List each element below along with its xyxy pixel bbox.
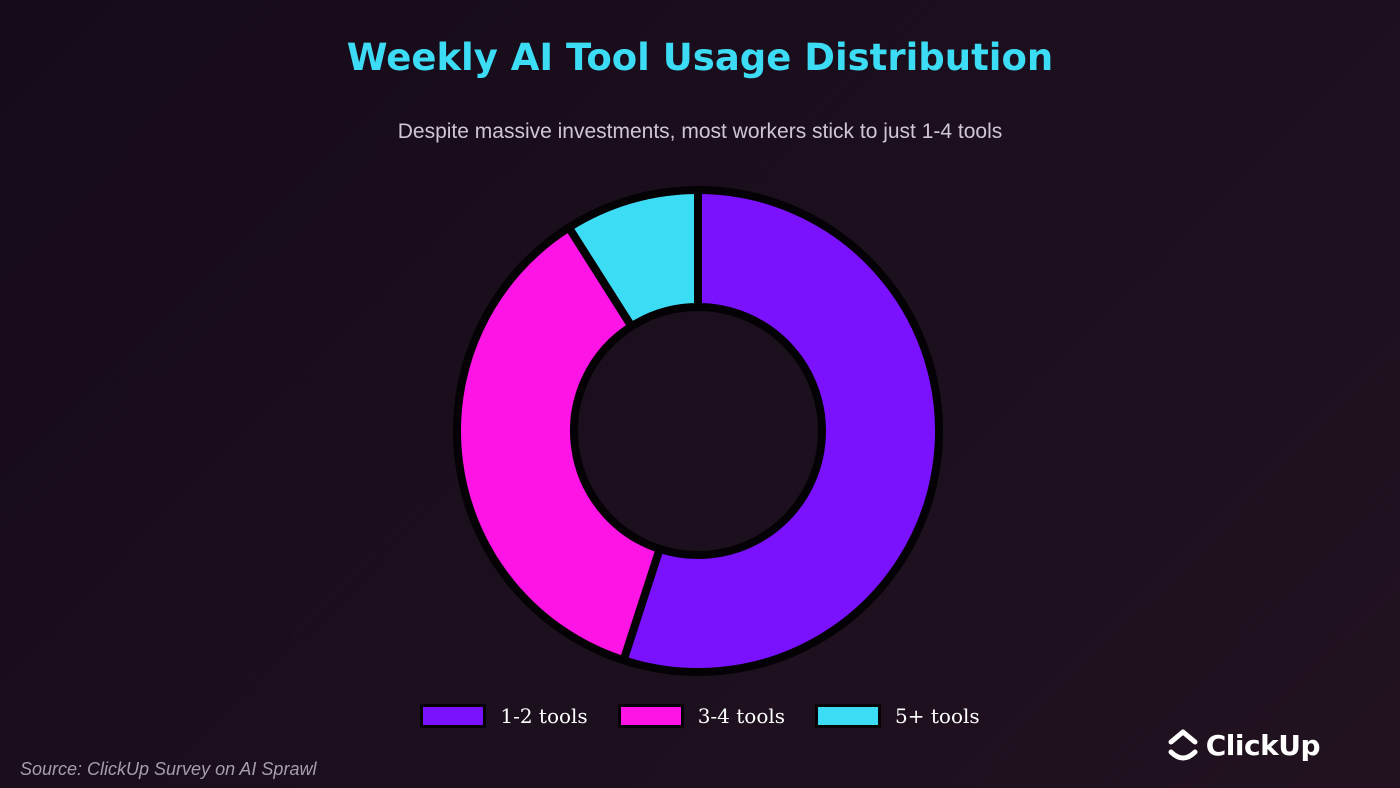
legend-item-5-plus-tools: 5+ tools <box>815 704 980 728</box>
legend-swatch-5-plus-tools <box>815 704 882 728</box>
donut-chart <box>453 186 943 676</box>
clickup-icon <box>1168 729 1198 761</box>
chart-legend: 1-2 tools 3-4 tools 5+ tools <box>0 704 1400 728</box>
donut-slices <box>453 186 943 676</box>
donut-slice-5-plus-tools <box>564 186 702 331</box>
legend-label: 1-2 tools <box>500 704 588 728</box>
legend-swatch-3-4-tools <box>617 704 684 728</box>
chart-title: Weekly AI Tool Usage Distribution <box>346 36 1054 79</box>
source-note: Source: ClickUp Survey on AI Sprawl <box>20 759 317 779</box>
brand-name: ClickUp <box>1205 728 1321 762</box>
legend-item-1-2-tools: 1-2 tools <box>420 704 588 728</box>
legend-label: 3-4 tools <box>697 704 786 728</box>
chart-subtitle: Despite massive investments, most worker… <box>397 120 1003 143</box>
donut-slice-3-4-tools <box>453 223 664 665</box>
clickup-logo: ClickUp <box>1168 728 1321 762</box>
legend-swatch-1-2-tools <box>420 704 487 728</box>
legend-label: 5+ tools <box>895 704 980 728</box>
legend-item-3-4-tools: 3-4 tools <box>617 704 786 728</box>
donut-slice-1-2-tools <box>619 186 943 676</box>
